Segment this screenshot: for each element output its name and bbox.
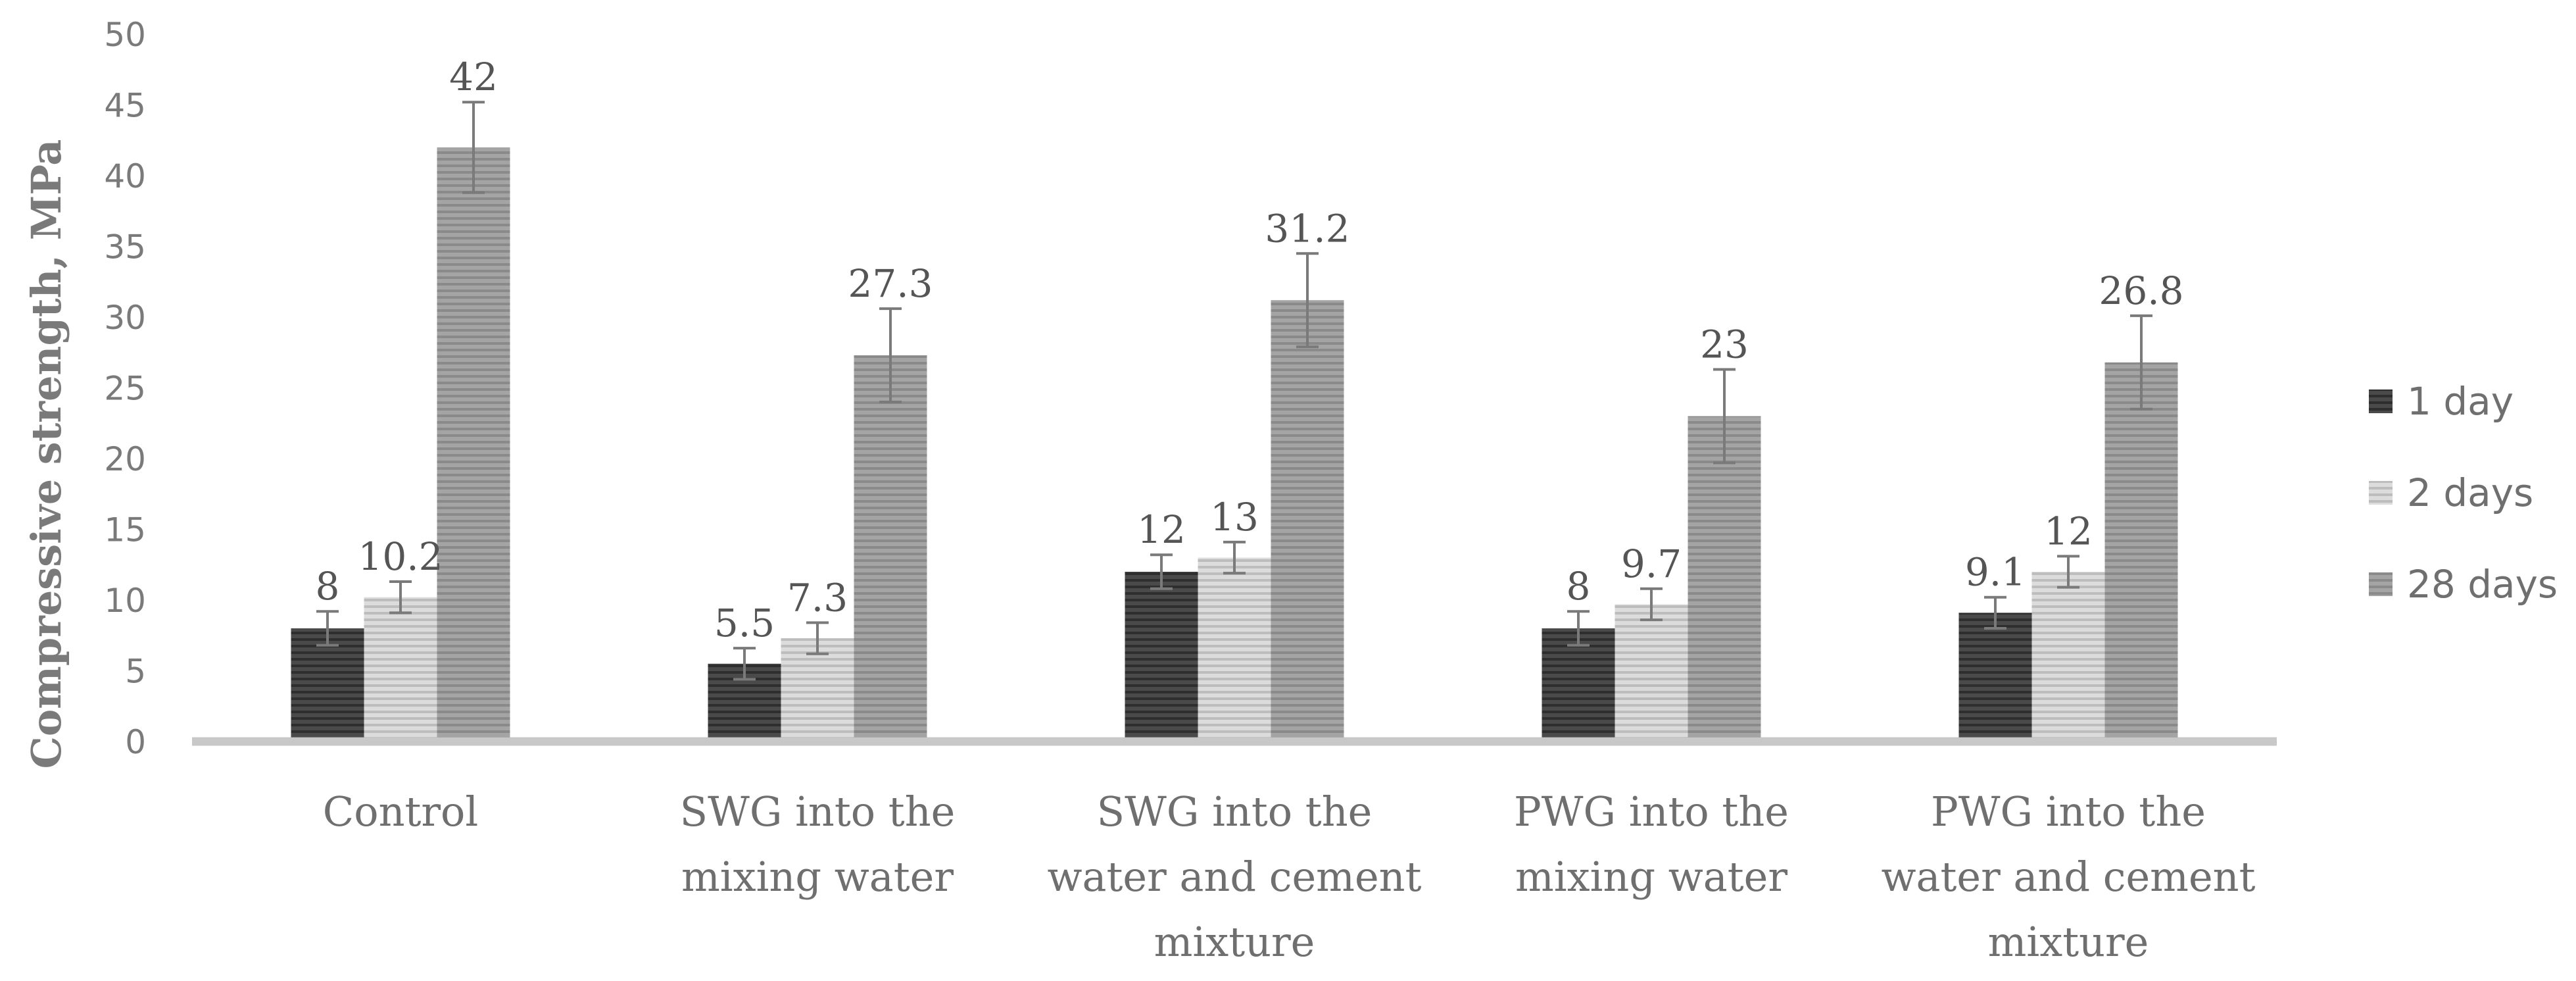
legend-label: 2 days — [2407, 470, 2533, 515]
bar — [854, 355, 927, 742]
y-tick-label: 10 — [104, 582, 146, 620]
data-label: 9.7 — [1621, 541, 1682, 586]
category-label: mixing water — [681, 853, 954, 901]
y-axis-ticks: 0 5 10 15 20 25 30 35 40 45 50 — [104, 16, 146, 761]
bar — [1615, 604, 1688, 742]
bar — [2031, 572, 2105, 742]
bar — [1271, 300, 1344, 742]
y-tick-label: 5 — [125, 653, 146, 691]
y-tick-label: 30 — [104, 299, 146, 337]
bar — [781, 638, 854, 742]
legend-label: 1 day — [2407, 379, 2514, 424]
y-tick-label: 50 — [104, 16, 146, 54]
y-axis-title: Compressive strength, MPa — [22, 139, 70, 769]
y-tick-label: 0 — [125, 723, 146, 761]
data-label: 5.5 — [714, 601, 775, 645]
legend-swatch — [2369, 481, 2393, 505]
bar — [1958, 613, 2032, 742]
data-label: 31.2 — [1265, 206, 1349, 251]
data-label: 12 — [1137, 507, 1186, 552]
category-label: PWG into the — [1931, 788, 2206, 836]
bar — [2104, 362, 2178, 742]
bar — [1125, 572, 1198, 742]
category-label: mixture — [1988, 918, 2149, 966]
category-label: Control — [323, 788, 478, 836]
bar — [291, 628, 364, 742]
y-tick-label: 25 — [104, 370, 146, 408]
data-label: 8 — [1567, 564, 1591, 609]
category-label: water and cement — [1047, 853, 1421, 901]
data-label: 10.2 — [358, 534, 443, 579]
data-label: 23 — [1700, 322, 1749, 367]
legend-label: 28 days — [2407, 562, 2558, 607]
data-label: 42 — [449, 55, 498, 99]
category-label: SWG into the — [1097, 788, 1373, 836]
data-label: 8 — [316, 564, 340, 609]
bar — [437, 147, 510, 742]
category-label: PWG into the — [1514, 788, 1789, 836]
data-label: 9.1 — [1965, 550, 2026, 595]
category-label: SWG into the — [680, 788, 956, 836]
y-tick-label: 45 — [104, 87, 146, 125]
category-labels: Control SWG into the mixing water SWG into … — [323, 788, 2256, 966]
legend-swatch — [2369, 572, 2393, 596]
data-label: 12 — [2044, 509, 2093, 553]
data-label: 26.8 — [2099, 268, 2183, 313]
data-label: 13 — [1210, 495, 1259, 540]
bars — [291, 147, 2178, 742]
data-label: 27.3 — [848, 261, 933, 306]
y-tick-label: 40 — [104, 157, 146, 195]
legend: 1 day 2 days 28 days — [2369, 379, 2558, 607]
category-label: mixing water — [1515, 853, 1787, 901]
y-tick-label: 15 — [104, 511, 146, 549]
bar — [1688, 416, 1761, 742]
data-label: 7.3 — [787, 575, 848, 620]
legend-swatch — [2369, 390, 2393, 413]
error-bars — [316, 101, 2152, 681]
y-tick-label: 20 — [104, 440, 146, 478]
bar — [1198, 557, 1271, 742]
bar — [1542, 628, 1615, 742]
y-tick-label: 35 — [104, 228, 146, 266]
bar — [364, 597, 437, 742]
data-labels: 8 5.5 12 8 9.1 10.2 7.3 13 9.7 12 42 27.3 31.2 23 26.8 — [316, 55, 2184, 645]
category-label: water and cement — [1881, 853, 2255, 901]
category-label: mixture — [1154, 918, 1315, 966]
